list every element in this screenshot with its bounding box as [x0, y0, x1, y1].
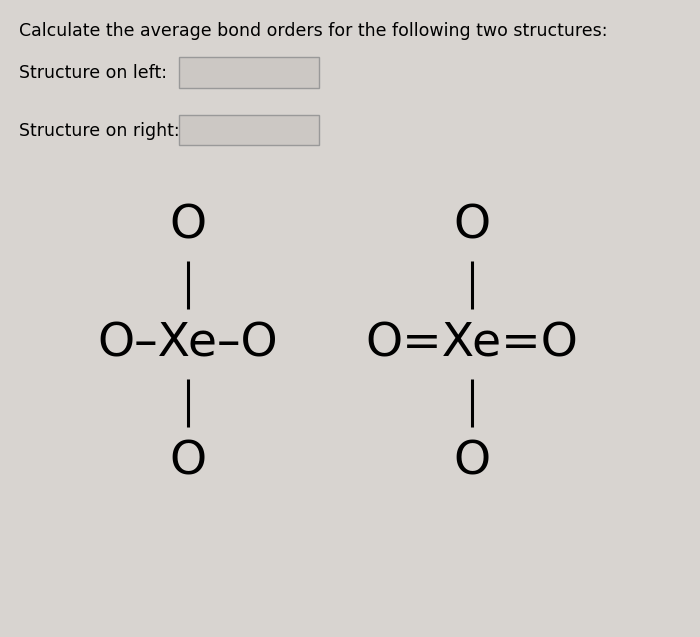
Text: Structure on left:: Structure on left: — [19, 64, 167, 82]
FancyBboxPatch shape — [178, 57, 319, 88]
Text: O: O — [454, 204, 491, 248]
Text: O: O — [169, 204, 206, 248]
Text: O: O — [169, 440, 206, 484]
Text: O–Xe–O: O–Xe–O — [98, 322, 279, 366]
Text: O: O — [454, 440, 491, 484]
Text: Structure on right:: Structure on right: — [19, 122, 180, 140]
FancyBboxPatch shape — [178, 115, 319, 145]
Text: Calculate the average bond orders for the following two structures:: Calculate the average bond orders for th… — [19, 22, 608, 40]
Text: O=Xe=O: O=Xe=O — [365, 322, 578, 366]
